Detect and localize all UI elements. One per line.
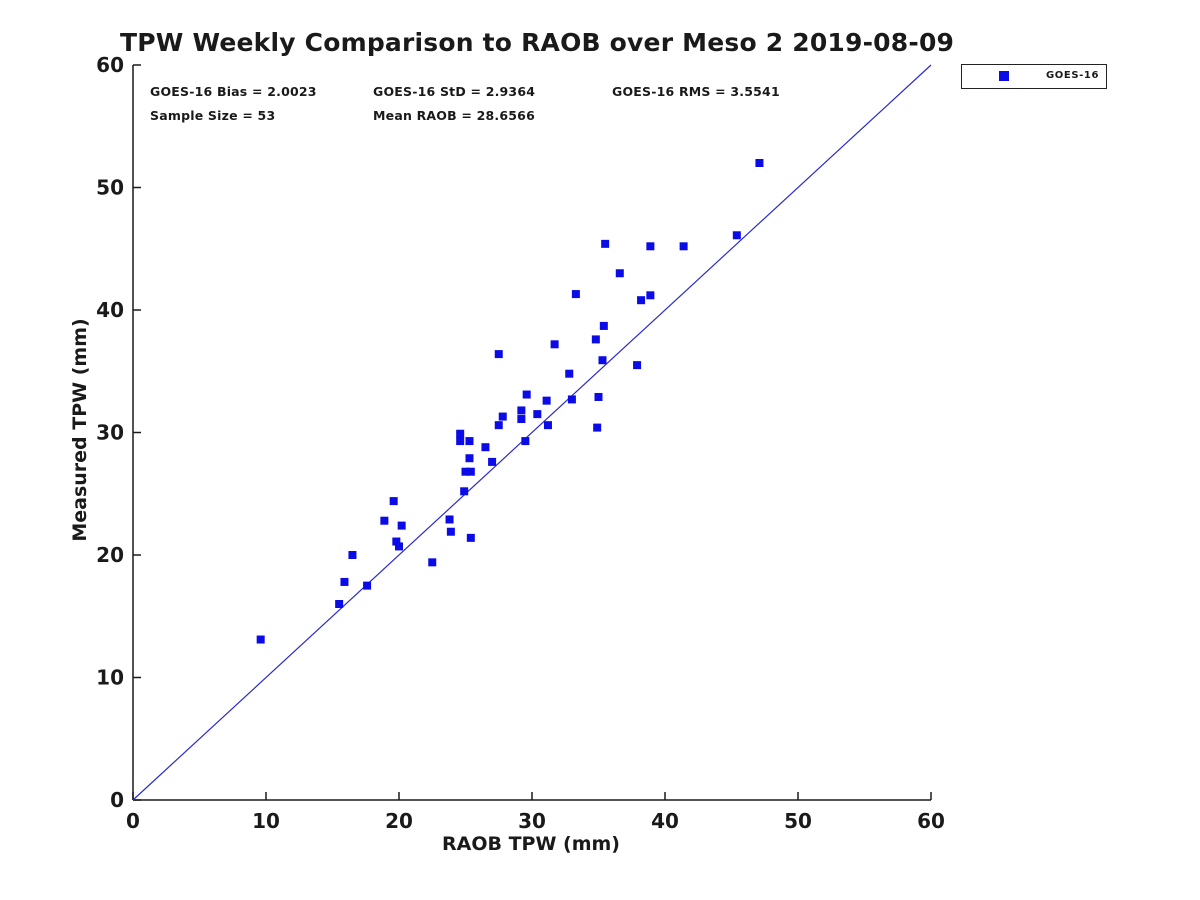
scatter-point bbox=[465, 454, 474, 463]
scatter-point bbox=[533, 410, 542, 419]
stat-mean-raob: Mean RAOB = 28.6566 bbox=[373, 108, 535, 123]
y-axis-label: Measured TPW (mm) bbox=[69, 318, 91, 542]
scatter-point bbox=[522, 390, 531, 399]
scatter-point bbox=[456, 437, 465, 446]
x-axis-label: RAOB TPW (mm) bbox=[441, 833, 620, 855]
scatter-point bbox=[498, 412, 507, 421]
scatter-point bbox=[397, 521, 406, 530]
y-tick-label: 0 bbox=[110, 788, 124, 812]
y-tick-label: 40 bbox=[96, 298, 124, 322]
y-tick-label: 30 bbox=[96, 421, 124, 445]
scatter-point bbox=[565, 369, 574, 378]
scatter-point bbox=[598, 356, 607, 365]
scatter-point bbox=[543, 421, 552, 430]
scatter-point bbox=[256, 635, 265, 644]
x-tick-label: 40 bbox=[651, 809, 679, 833]
y-tick-label: 20 bbox=[96, 543, 124, 567]
x-tick-label: 60 bbox=[917, 809, 945, 833]
identity-line-group bbox=[132, 64, 932, 801]
scatter-point bbox=[679, 242, 688, 251]
scatter-point bbox=[461, 467, 470, 476]
scatter-point bbox=[517, 415, 526, 424]
scatter-point bbox=[594, 392, 603, 401]
scatter-point bbox=[542, 396, 551, 405]
scatter-point bbox=[348, 551, 357, 559]
scatter-point bbox=[456, 429, 465, 438]
scatter-point bbox=[460, 487, 469, 496]
scatter-point bbox=[428, 558, 437, 567]
scatter-point bbox=[340, 577, 349, 586]
scatter-point bbox=[646, 291, 655, 300]
x-tick-label: 10 bbox=[252, 809, 280, 833]
scatter-point bbox=[465, 437, 474, 446]
scatter-point bbox=[646, 242, 655, 251]
scatter-point bbox=[335, 600, 344, 608]
x-tick-label: 0 bbox=[126, 809, 140, 833]
scatter-point bbox=[633, 361, 642, 370]
scatter-point bbox=[466, 533, 475, 542]
scatter-point bbox=[593, 423, 602, 432]
scatter-point bbox=[389, 497, 398, 506]
y-tick-label: 60 bbox=[96, 53, 124, 77]
scatter-point bbox=[517, 406, 526, 415]
scatter-point bbox=[494, 421, 503, 430]
scatter-point bbox=[488, 457, 497, 466]
scatter-point bbox=[591, 335, 600, 344]
scatter-point bbox=[481, 443, 490, 452]
scatter-point bbox=[732, 231, 741, 240]
scatter-series-goes16 bbox=[256, 159, 764, 644]
stat-sample-size: Sample Size = 53 bbox=[150, 108, 276, 123]
x-tick-label: 50 bbox=[784, 809, 812, 833]
scatter-point bbox=[615, 269, 624, 278]
stat-std: GOES-16 StD = 2.9364 bbox=[373, 84, 536, 99]
legend-square-marker-icon bbox=[999, 71, 1009, 81]
y-tick-label: 10 bbox=[96, 666, 124, 690]
scatter-point bbox=[363, 581, 372, 590]
x-tick-label: 20 bbox=[385, 809, 413, 833]
scatter-point bbox=[395, 542, 403, 551]
y-tick-label: 50 bbox=[96, 176, 124, 200]
scatter-point bbox=[637, 296, 646, 305]
scatter-point bbox=[446, 527, 455, 536]
legend: GOES-16 bbox=[961, 64, 1107, 89]
scatter-point bbox=[494, 350, 503, 359]
stat-rms: GOES-16 RMS = 3.5541 bbox=[612, 84, 780, 99]
scatter-point bbox=[571, 290, 580, 299]
scatter-point bbox=[466, 467, 475, 476]
stat-bias: GOES-16 Bias = 2.0023 bbox=[150, 84, 317, 99]
legend-label: GOES-16 bbox=[1046, 70, 1100, 81]
y-ticks: 0 10 20 30 40 50 60 bbox=[96, 53, 141, 812]
scatter-point bbox=[380, 516, 389, 525]
chart-title: TPW Weekly Comparison to RAOB over Meso … bbox=[120, 28, 955, 57]
scatter-point bbox=[550, 340, 559, 349]
scatter-point bbox=[755, 159, 764, 167]
scatter-point bbox=[521, 437, 530, 446]
scatter-point bbox=[567, 395, 576, 404]
scatter-point bbox=[601, 239, 610, 248]
x-tick-label: 30 bbox=[518, 809, 546, 833]
scatter-point bbox=[445, 515, 454, 524]
identity-line bbox=[132, 64, 932, 801]
x-ticks: 0 10 20 30 40 50 60 bbox=[126, 792, 945, 833]
scatter-point bbox=[599, 321, 608, 330]
scatter-point bbox=[392, 537, 401, 546]
